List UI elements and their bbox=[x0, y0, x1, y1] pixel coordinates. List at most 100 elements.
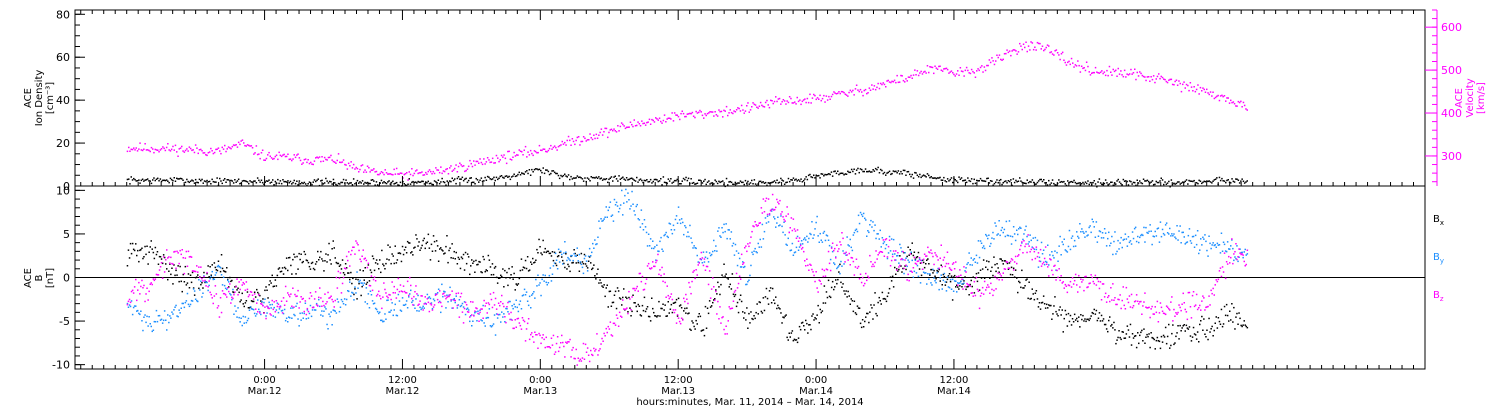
density-point bbox=[548, 173, 551, 176]
velocity-point bbox=[820, 99, 822, 102]
by-point bbox=[950, 288, 953, 290]
bx-point bbox=[846, 296, 848, 298]
by-point bbox=[389, 311, 391, 313]
velocity-point bbox=[679, 118, 681, 121]
by-point bbox=[1173, 233, 1175, 235]
bz-point bbox=[963, 266, 965, 268]
density-point bbox=[1235, 178, 1237, 180]
bx-point bbox=[936, 269, 938, 272]
density-point bbox=[264, 181, 266, 183]
density-point bbox=[1130, 180, 1132, 183]
bx-point bbox=[720, 283, 722, 286]
by-point bbox=[231, 298, 233, 301]
velocity-point bbox=[356, 167, 359, 170]
by-point bbox=[1009, 235, 1012, 237]
by-point bbox=[614, 204, 617, 206]
by-point bbox=[1066, 251, 1069, 253]
velocity-point bbox=[1021, 48, 1023, 51]
density-point bbox=[461, 176, 464, 179]
density-point bbox=[1053, 182, 1055, 185]
bz-point bbox=[291, 305, 293, 307]
density-point bbox=[1145, 180, 1147, 182]
velocity-point bbox=[1069, 63, 1071, 66]
by-point bbox=[694, 247, 696, 249]
bx-point bbox=[837, 278, 839, 281]
bz-point bbox=[524, 340, 527, 342]
density-point bbox=[1142, 178, 1145, 180]
by-point bbox=[135, 305, 137, 307]
density-point bbox=[643, 179, 646, 182]
bz-point bbox=[745, 245, 747, 247]
bz-point bbox=[884, 238, 887, 241]
by-point bbox=[205, 281, 207, 284]
bx-point bbox=[773, 299, 775, 301]
bx-point bbox=[385, 262, 387, 265]
by-point bbox=[172, 313, 174, 315]
bx-point bbox=[783, 316, 785, 319]
bz-point bbox=[841, 232, 843, 234]
bz-point bbox=[512, 327, 514, 330]
density-point bbox=[862, 170, 864, 173]
density-point bbox=[1040, 178, 1042, 181]
by-point bbox=[899, 243, 901, 246]
velocity-point bbox=[1017, 51, 1020, 53]
velocity-point bbox=[651, 118, 653, 121]
velocity-point bbox=[447, 173, 450, 175]
bz-point bbox=[489, 293, 492, 295]
bz-point bbox=[707, 283, 710, 286]
bz-point bbox=[415, 285, 417, 287]
density-point bbox=[145, 179, 148, 181]
by-point bbox=[358, 281, 360, 283]
density-point bbox=[638, 179, 641, 181]
bx-point bbox=[535, 259, 537, 261]
bz-point bbox=[151, 283, 153, 286]
bx-point bbox=[736, 301, 739, 304]
bx-point bbox=[1076, 317, 1078, 320]
by-point bbox=[287, 321, 289, 323]
density-point bbox=[442, 181, 445, 183]
velocity-point bbox=[206, 154, 208, 157]
bz-point bbox=[1141, 313, 1143, 315]
velocity-point bbox=[1217, 94, 1219, 97]
bz-point bbox=[159, 266, 162, 268]
bx-point bbox=[671, 311, 674, 314]
density-point bbox=[1161, 179, 1164, 181]
velocity-point bbox=[677, 115, 680, 118]
velocity-point bbox=[370, 169, 373, 171]
by-point bbox=[1210, 247, 1212, 250]
density-point bbox=[877, 166, 879, 169]
density-point bbox=[551, 170, 553, 172]
density-point bbox=[759, 180, 762, 183]
bz-point bbox=[931, 252, 933, 255]
velocity-point bbox=[628, 126, 630, 128]
by-point bbox=[857, 214, 860, 217]
bx-point bbox=[1052, 313, 1054, 315]
bx-point bbox=[464, 251, 467, 254]
velocity-point bbox=[1245, 108, 1247, 110]
by-point bbox=[778, 225, 780, 227]
by-point bbox=[639, 226, 642, 228]
velocity-point bbox=[891, 80, 893, 83]
density-point bbox=[799, 180, 801, 182]
density-point bbox=[1046, 184, 1049, 186]
bz-point bbox=[433, 304, 436, 306]
bz-point bbox=[1110, 287, 1112, 289]
bx-point bbox=[928, 263, 930, 265]
velocity-point bbox=[1059, 58, 1061, 61]
bz-point bbox=[690, 292, 692, 295]
velocity-point bbox=[950, 70, 953, 72]
density-point bbox=[595, 176, 598, 178]
by-point bbox=[964, 270, 966, 272]
by-point bbox=[527, 304, 530, 307]
bx-point bbox=[1171, 332, 1173, 335]
velocity-point bbox=[701, 114, 704, 117]
by-point bbox=[674, 218, 677, 221]
velocity-point bbox=[196, 147, 198, 149]
density-point bbox=[1159, 180, 1161, 182]
bz-point bbox=[546, 346, 548, 348]
velocity-point bbox=[297, 153, 299, 155]
bx-point bbox=[539, 246, 541, 248]
density-point bbox=[667, 178, 670, 180]
by-point bbox=[721, 227, 723, 229]
bx-point bbox=[156, 251, 159, 253]
